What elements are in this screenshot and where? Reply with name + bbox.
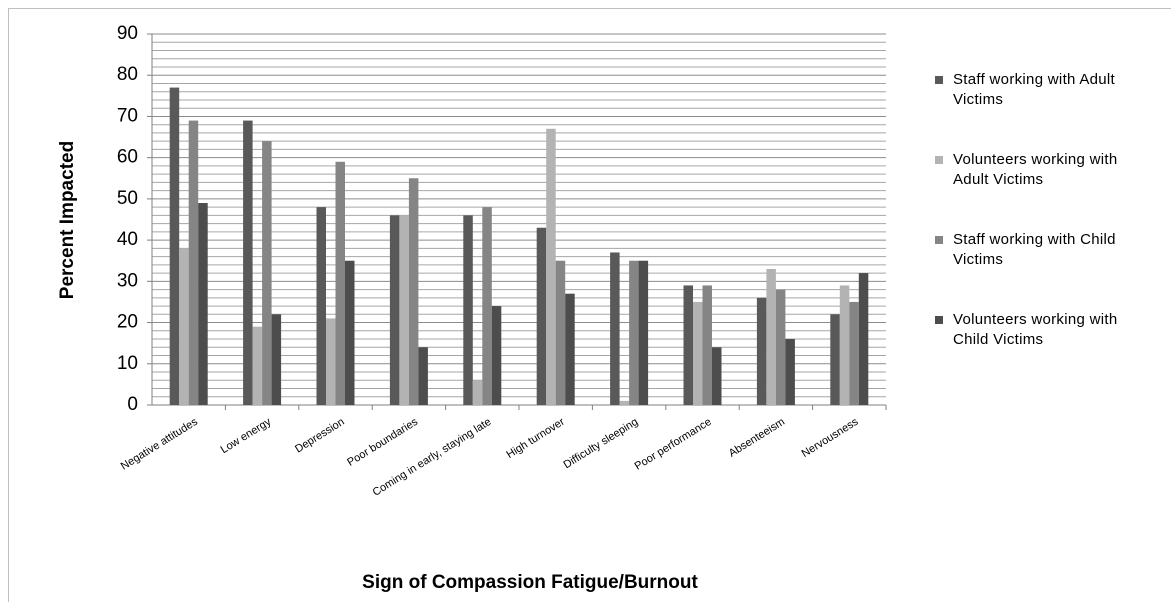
legend-item: Staff working with Child Victims bbox=[935, 230, 1135, 310]
bar bbox=[243, 120, 253, 406]
legend-item: Staff working with Adult Victims bbox=[935, 70, 1135, 150]
x-tick-label: Negative attitudes bbox=[119, 416, 200, 473]
legend-swatch bbox=[935, 156, 943, 164]
x-tick-label: Low energy bbox=[219, 416, 274, 457]
bar bbox=[463, 215, 473, 405]
bar bbox=[271, 314, 282, 405]
bar bbox=[638, 260, 649, 405]
bar bbox=[839, 285, 850, 405]
bar bbox=[702, 285, 712, 405]
x-tick-label: Nervousness bbox=[800, 416, 861, 460]
bar bbox=[179, 248, 189, 405]
bar bbox=[546, 128, 556, 406]
bar bbox=[252, 326, 263, 405]
x-tick-label: Coming in early, staying late bbox=[371, 416, 494, 499]
y-tick-label: 50 bbox=[117, 188, 138, 209]
bar bbox=[188, 120, 199, 406]
legend-item: Volunteers working with Adult Victims bbox=[935, 150, 1135, 230]
legend-swatch bbox=[935, 76, 943, 84]
bar bbox=[756, 297, 767, 405]
x-tick-label: Absenteeism bbox=[727, 416, 787, 460]
y-axis-title: Percent Impacted bbox=[57, 141, 78, 299]
x-tick-label: Difficulty sleeping bbox=[561, 416, 640, 471]
legend-label: Staff working with Adult Victims bbox=[953, 71, 1116, 108]
bar bbox=[693, 301, 703, 405]
legend-label: Staff working with Child Victims bbox=[953, 231, 1116, 268]
legend: Staff working with Adult Victims Voluntee… bbox=[935, 70, 1135, 390]
legend-label: Volunteers working with Adult Victims bbox=[953, 151, 1118, 188]
bar bbox=[262, 141, 272, 405]
x-tick-label: Depression bbox=[293, 416, 347, 456]
bar bbox=[418, 347, 428, 405]
bar bbox=[536, 227, 547, 405]
bar bbox=[619, 400, 630, 405]
y-tick-label: 60 bbox=[117, 147, 138, 168]
bar bbox=[766, 268, 776, 405]
x-axis-title: Sign of Compassion Fatigue/Burnout bbox=[362, 572, 698, 593]
bar bbox=[565, 293, 575, 405]
legend-swatch bbox=[935, 316, 943, 324]
legend-item: Volunteers working with Child Victims bbox=[935, 310, 1135, 390]
bar bbox=[169, 87, 180, 405]
bar bbox=[335, 161, 345, 405]
x-tick-label: Poor performance bbox=[633, 416, 714, 473]
y-tick-label: 90 bbox=[117, 23, 138, 44]
bar bbox=[345, 260, 355, 405]
legend-label: Volunteers working with Child Victims bbox=[953, 311, 1118, 348]
bar bbox=[683, 285, 693, 405]
y-tick-label: 10 bbox=[117, 353, 138, 374]
y-tick-label: 40 bbox=[117, 229, 138, 250]
bar bbox=[408, 178, 419, 405]
bar bbox=[389, 215, 400, 405]
bar bbox=[712, 347, 722, 405]
bar bbox=[830, 314, 840, 405]
bar bbox=[858, 273, 869, 405]
bar bbox=[775, 289, 786, 405]
bar bbox=[491, 306, 502, 405]
y-tick-label: 20 bbox=[117, 312, 138, 333]
bar bbox=[316, 207, 326, 405]
x-tick-label: High turnover bbox=[504, 416, 567, 461]
bar bbox=[849, 301, 859, 405]
chart-border bbox=[8, 8, 1171, 602]
y-tick-label: 80 bbox=[117, 64, 138, 85]
bar bbox=[482, 207, 492, 405]
bar bbox=[399, 215, 409, 405]
bar bbox=[610, 252, 620, 405]
bar bbox=[555, 260, 566, 405]
x-tick-label: Poor boundaries bbox=[345, 416, 420, 469]
bar bbox=[785, 339, 795, 405]
bar bbox=[629, 260, 639, 405]
bar bbox=[198, 203, 208, 405]
y-tick-label: 70 bbox=[117, 105, 138, 126]
y-tick-label: 30 bbox=[117, 270, 138, 291]
bar bbox=[326, 318, 336, 405]
legend-swatch bbox=[935, 236, 943, 244]
y-tick-label: 0 bbox=[127, 394, 138, 415]
bar bbox=[472, 380, 483, 405]
